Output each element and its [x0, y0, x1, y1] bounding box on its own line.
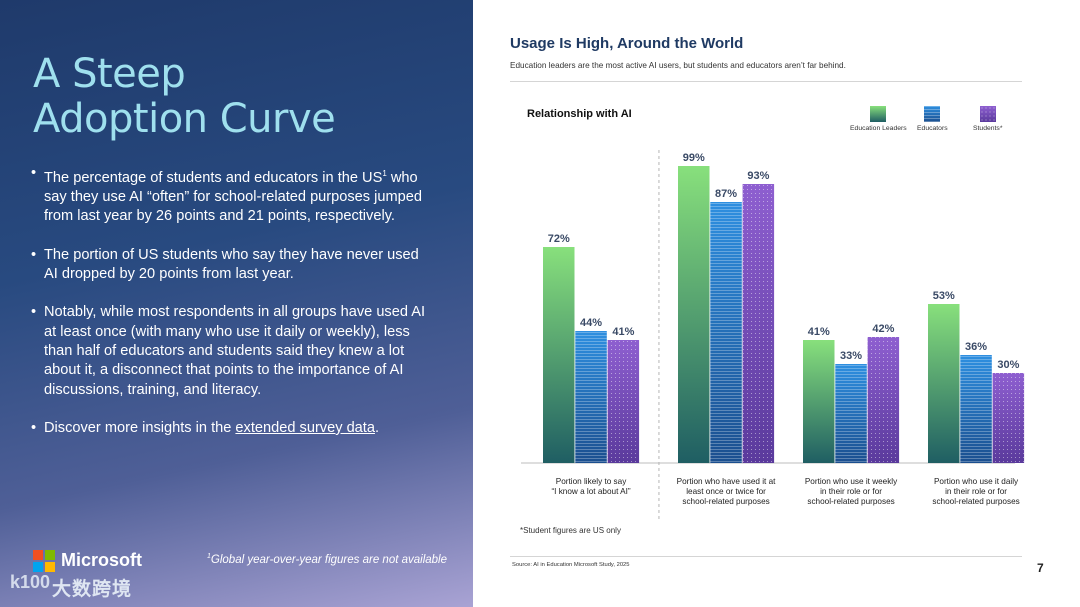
- bullet-text: who say they use AI “often” for school-r…: [44, 169, 423, 225]
- bullet-text: The percentage of students and educators…: [44, 169, 383, 186]
- data-label: 30%: [997, 359, 1019, 371]
- bullet-item: The portion of US students who say they …: [30, 246, 435, 285]
- bullet-list: The percentage of students and educators…: [30, 164, 435, 457]
- legend-item-educators: Educators: [917, 106, 948, 132]
- page-number: 7: [1037, 561, 1044, 575]
- watermark-text: 大数跨境: [52, 579, 133, 600]
- source-note: Source: AI in Education Microsoft Study,…: [512, 562, 630, 568]
- data-label: 99%: [683, 152, 705, 164]
- bullet-item: Discover more insights in the extended s…: [30, 419, 435, 439]
- data-label: 42%: [872, 323, 894, 335]
- left-panel: A Steep Adoption Curve The percentage of…: [0, 0, 473, 607]
- category-label: least once or twice for: [686, 487, 766, 496]
- divider: [510, 81, 1022, 82]
- bullet-text: The portion of US students who say they …: [44, 246, 419, 283]
- data-label: 87%: [715, 188, 737, 200]
- watermark-icon: k100: [10, 572, 51, 592]
- data-label: 36%: [965, 341, 987, 353]
- category-label: school-related purposes: [932, 497, 1019, 506]
- category-label: in their role or for: [945, 487, 1007, 496]
- slide-title-line2: Adoption Curve: [33, 96, 336, 142]
- bar-texture: [867, 337, 900, 463]
- bar-texture: [710, 202, 742, 463]
- category-label: in their role or for: [820, 487, 882, 496]
- data-label: 33%: [840, 350, 862, 362]
- category-label: Portion who have used it at: [677, 477, 776, 486]
- chart-note: *Student figures are US only: [520, 526, 621, 535]
- slide-title: A Steep Adoption Curve: [33, 52, 433, 142]
- footnote-marker: 1: [382, 169, 387, 178]
- bar-leaders: [543, 247, 575, 463]
- legend-swatch-leaders: [870, 106, 887, 122]
- bar-leaders: [928, 304, 960, 463]
- bar-texture: [575, 331, 607, 463]
- bar-chart: 72% 44% 41% Portion likely to say“I know a …: [521, 150, 1025, 520]
- bar-texture: [835, 364, 867, 463]
- category-label: Portion likely to say: [556, 477, 627, 486]
- bullet-item: Notably, while most respondents in all g…: [30, 303, 435, 399]
- legend-swatch-educators: [924, 106, 941, 122]
- data-label: 93%: [747, 170, 769, 182]
- legend-label-educators: Educators: [917, 125, 948, 132]
- bullet-text: .: [374, 419, 380, 436]
- category-label: “I know a lot about AI”: [551, 487, 630, 496]
- divider: [510, 556, 1022, 557]
- category-label: Portion who use it weekly: [805, 477, 898, 486]
- chart-section-subtitle: Education leaders are the most active AI…: [510, 61, 846, 70]
- microsoft-logo-icon: [33, 550, 55, 572]
- category-label: school-related purposes: [807, 497, 894, 506]
- data-label: 41%: [808, 326, 830, 338]
- legend-label-leaders: Education Leaders: [850, 125, 907, 132]
- legend-label-students: Students*: [973, 125, 1003, 132]
- legend-item-students: Students*: [973, 106, 1002, 132]
- legend-item-leaders: Education Leaders: [850, 106, 907, 132]
- category-label: school-related purposes: [682, 497, 769, 506]
- microsoft-wordmark: Microsoft: [61, 550, 142, 570]
- bar-texture: [960, 355, 992, 463]
- category-label: Portion who use it daily: [934, 477, 1019, 486]
- footnote-text: Global year-over-year figures are not av…: [210, 553, 447, 566]
- bullet-text: Discover more insights in the: [44, 419, 236, 436]
- bar-leaders: [803, 340, 835, 463]
- data-label: 41%: [612, 326, 634, 338]
- bar-texture: [607, 340, 640, 463]
- bullet-text: Notably, while most respondents in all g…: [44, 304, 426, 398]
- chart-title: Relationship with AI: [527, 108, 632, 120]
- slide-title-line1: A Steep: [33, 51, 186, 97]
- bar-leaders: [678, 166, 710, 463]
- survey-data-link[interactable]: extended survey data: [235, 419, 375, 436]
- bar-texture: [742, 184, 775, 463]
- bar-texture: [992, 373, 1025, 463]
- footnote-marker: 1: [207, 553, 211, 560]
- data-label: 72%: [548, 233, 570, 245]
- bullet-item: The percentage of students and educators…: [30, 164, 435, 227]
- chart-section-title: Usage Is High, Around the World: [510, 35, 744, 52]
- data-label: 53%: [933, 290, 955, 302]
- footnote: 1Global year-over-year figures are not a…: [207, 553, 447, 566]
- data-label: 44%: [580, 317, 602, 329]
- legend-swatch-students: [979, 106, 996, 122]
